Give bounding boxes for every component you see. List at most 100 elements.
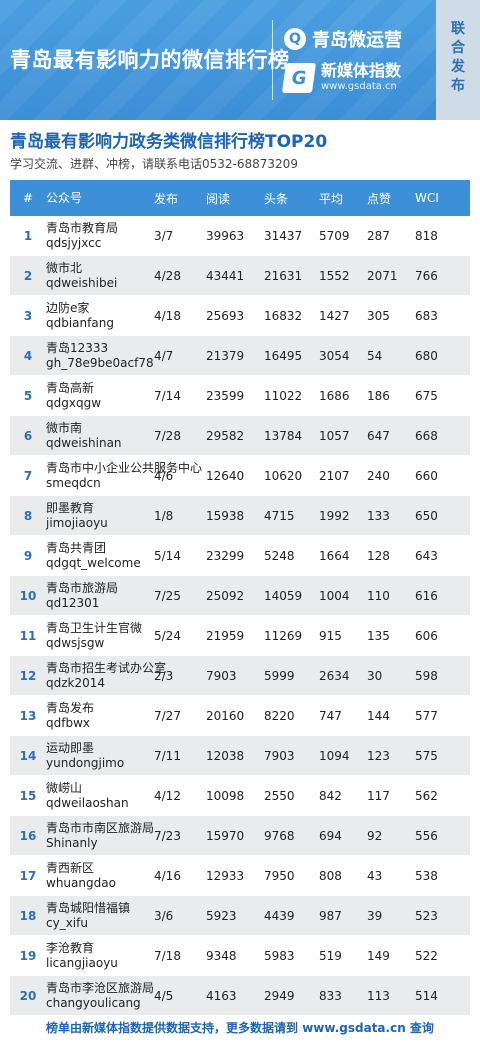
account-cell: 青岛市旅游局 qd12301 bbox=[46, 581, 154, 611]
account-id: qdfbwx bbox=[46, 715, 90, 730]
account-id: licangjiaoyu bbox=[46, 955, 118, 970]
search-logo-icon: Q bbox=[284, 28, 306, 50]
account-name: 即墨教育 bbox=[46, 500, 95, 515]
wci-cell: 643 bbox=[415, 548, 438, 563]
table-row: 15 微崂山 qdweilaoshan 4/12 10098 2550 842 117 562 bbox=[10, 776, 470, 816]
table-row: 14 运动即墨 yundongjimo 7/11 12038 7903 1094 123 575 bbox=[10, 736, 470, 776]
like-count-cell: 144 bbox=[367, 708, 390, 723]
headline-read-cell: 16495 bbox=[264, 348, 303, 363]
publish-cell: 4/6 bbox=[154, 468, 174, 483]
average-read-cell: 1686 bbox=[319, 388, 350, 403]
headline-read-cell: 4715 bbox=[264, 508, 295, 523]
table-row: 1 青岛市教育局 qdsjyjxcc 3/7 39963 31437 5709 287 818 bbox=[10, 216, 470, 256]
headline-read-cell: 11269 bbox=[264, 628, 303, 643]
column-header: 点赞 bbox=[367, 191, 392, 206]
average-read-cell: 915 bbox=[319, 628, 342, 643]
wci-cell: 538 bbox=[415, 868, 438, 883]
publish-cell: 7/27 bbox=[154, 708, 181, 723]
like-count-cell: 92 bbox=[367, 828, 383, 843]
account-id: qdzk2014 bbox=[46, 675, 106, 690]
account-id: Shinanly bbox=[46, 835, 98, 850]
contact-subheading: 学习交流、进群、冲榜，请联系电话0532-68873209 bbox=[10, 157, 298, 171]
publish-cell: 3/7 bbox=[154, 228, 174, 243]
like-count-cell: 113 bbox=[367, 988, 390, 1003]
account-name: 青岛市市南区旅游局 bbox=[46, 820, 155, 835]
wci-cell: 575 bbox=[415, 748, 438, 763]
headline-read-cell: 5983 bbox=[264, 948, 295, 963]
average-read-cell: 1664 bbox=[319, 548, 350, 563]
average-read-cell: 694 bbox=[319, 828, 342, 843]
table-row: 17 青西新区 whuangdao 4/16 12933 7950 808 43 538 bbox=[10, 856, 470, 896]
publish-cell: 3/6 bbox=[154, 908, 174, 923]
like-count-cell: 287 bbox=[367, 228, 390, 243]
read-count-cell: 23599 bbox=[206, 388, 245, 403]
publish-cell: 7/23 bbox=[154, 828, 181, 843]
wci-cell: 556 bbox=[415, 828, 438, 843]
header-banner: 青岛最有影响力的微信排行榜 Q 青岛微运营 G 新媒体指数 www.gsdata… bbox=[0, 0, 480, 120]
publish-cell: 4/12 bbox=[154, 788, 181, 803]
read-count-cell: 25092 bbox=[206, 588, 245, 603]
average-read-cell: 1004 bbox=[319, 588, 350, 603]
read-count-cell: 7903 bbox=[206, 668, 237, 683]
account-name: 运动即墨 bbox=[46, 740, 95, 755]
wci-cell: 523 bbox=[415, 908, 438, 923]
average-read-cell: 1427 bbox=[319, 308, 350, 323]
like-count-cell: 54 bbox=[367, 348, 383, 363]
like-count-cell: 133 bbox=[367, 508, 390, 523]
account-cell: 边防e家 qdbianfang bbox=[46, 301, 154, 331]
table-row: 18 青岛城阳惜福镇 cy_xifu 3/6 5923 4439 987 39 523 bbox=[10, 896, 470, 936]
column-header: WCI bbox=[415, 191, 439, 205]
like-count-cell: 240 bbox=[367, 468, 390, 483]
read-count-cell: 4163 bbox=[206, 988, 237, 1003]
table-row: 19 李沧教育 licangjiaoyu 7/18 9348 5983 519 149 522 bbox=[10, 936, 470, 976]
publish-cell: 7/14 bbox=[154, 388, 181, 403]
table-row: 2 微市北 qdweishibei 4/28 43441 21631 1552 2071 766 bbox=[10, 256, 470, 296]
table-row: 20 青岛市李沧区旅游局 changyoulicang 4/5 4163 2949 833 1… bbox=[10, 976, 470, 1016]
like-count-cell: 117 bbox=[367, 788, 390, 803]
average-read-cell: 1094 bbox=[319, 748, 350, 763]
read-count-cell: 20160 bbox=[206, 708, 245, 723]
footer-note: 榜单由新媒体指数提供数据支持，更多数据请到 www.gsdata.cn 查询 bbox=[46, 1021, 434, 1035]
read-count-cell: 9348 bbox=[206, 948, 237, 963]
account-id: qdweishinan bbox=[46, 435, 122, 450]
average-read-cell: 842 bbox=[319, 788, 342, 803]
account-id: qdgxqgw bbox=[46, 395, 102, 410]
account-cell: 微崂山 qdweilaoshan bbox=[46, 781, 154, 811]
account-id: qdwsjsgw bbox=[46, 635, 105, 650]
qingdao-weiyunying-logo: Q 青岛微运营 bbox=[284, 26, 402, 52]
banner-pattern bbox=[0, 0, 480, 120]
account-name: 青岛卫生计生官微 bbox=[46, 620, 143, 635]
account-cell: 微市北 qdweishibei bbox=[46, 261, 154, 291]
headline-read-cell: 2949 bbox=[264, 988, 295, 1003]
headline-read-cell: 9768 bbox=[264, 828, 295, 843]
table-row: 13 青岛发布 qdfbwx 7/27 20160 8220 747 144 577 bbox=[10, 696, 470, 736]
headline-read-cell: 4439 bbox=[264, 908, 295, 923]
wci-cell: 598 bbox=[415, 668, 438, 683]
read-count-cell: 5923 bbox=[206, 908, 237, 923]
average-read-cell: 1552 bbox=[319, 268, 350, 283]
rank-cell: 9 bbox=[23, 548, 33, 563]
table-row: 4 青岛12333 gh_78e9be0acf78 4/7 21379 16495 3054… bbox=[10, 336, 470, 376]
wci-cell: 680 bbox=[415, 348, 438, 363]
joint-release-char: 布 bbox=[451, 78, 465, 94]
publish-cell: 2/3 bbox=[154, 668, 174, 683]
headline-read-cell: 14059 bbox=[264, 588, 303, 603]
table-row: 6 微市南 qdweishinan 7/28 29582 13784 1057 647 668 bbox=[10, 416, 470, 456]
rank-cell: 10 bbox=[19, 588, 37, 603]
rank-cell: 1 bbox=[23, 228, 33, 243]
account-name: 青岛发布 bbox=[46, 700, 95, 715]
rank-cell: 14 bbox=[19, 748, 37, 763]
publish-cell: 4/16 bbox=[154, 868, 181, 883]
account-name: 青岛市旅游局 bbox=[46, 580, 119, 595]
account-name: 青岛市招生考试办公室 bbox=[46, 660, 167, 675]
gsdata-logo: G 新媒体指数 www.gsdata.cn bbox=[281, 62, 401, 93]
account-name: 青西新区 bbox=[46, 860, 95, 875]
headline-read-cell: 5248 bbox=[264, 548, 295, 563]
headline-read-cell: 10620 bbox=[264, 468, 303, 483]
read-count-cell: 43441 bbox=[206, 268, 245, 283]
rank-cell: 5 bbox=[23, 388, 33, 403]
table-row: 16 青岛市市南区旅游局 Shinanly 7/23 15970 9768 694 92 556 bbox=[10, 816, 470, 856]
column-header: 平均 bbox=[319, 191, 344, 206]
read-count-cell: 12933 bbox=[206, 868, 245, 883]
table-row: 3 边防e家 qdbianfang 4/18 25693 16832 1427 305 683 bbox=[10, 296, 470, 336]
